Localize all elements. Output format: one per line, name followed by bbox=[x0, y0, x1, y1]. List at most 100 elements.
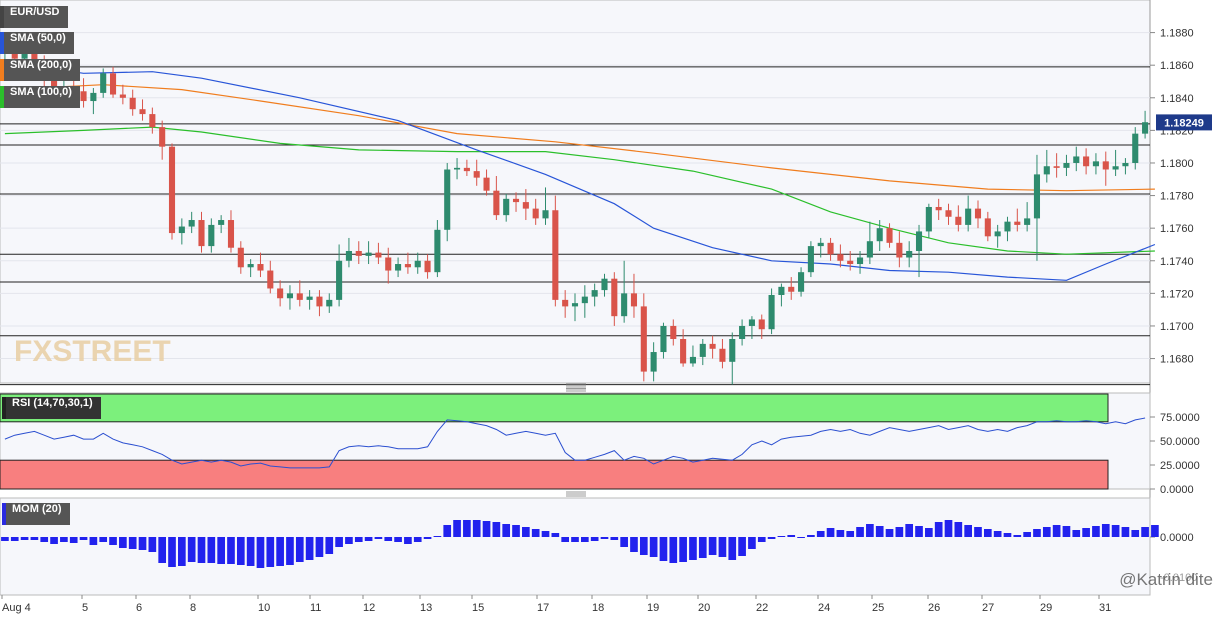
candle-body bbox=[306, 296, 313, 300]
sma50-label[interactable]: SMA (50,0) bbox=[0, 32, 74, 54]
candle-body bbox=[906, 250, 913, 258]
candle-body bbox=[365, 252, 372, 256]
mom-bar bbox=[580, 537, 589, 542]
mom-bar bbox=[158, 537, 167, 563]
mom-bar bbox=[1151, 525, 1159, 537]
sma100-swatch bbox=[0, 86, 4, 108]
mom-bar bbox=[669, 537, 678, 563]
mom-bar bbox=[413, 537, 422, 542]
candle-body bbox=[748, 319, 755, 326]
candle-body bbox=[955, 216, 962, 225]
mom-bar bbox=[217, 537, 225, 564]
candle-body bbox=[758, 319, 765, 330]
candle-body bbox=[837, 254, 844, 261]
rsi-tick-label: 75.0000 bbox=[1160, 412, 1200, 424]
mom-bar bbox=[463, 520, 471, 537]
rsi-label[interactable]: RSI (14,70,30,1) bbox=[2, 397, 101, 419]
mom-bar bbox=[1131, 530, 1140, 537]
candle-body bbox=[355, 250, 362, 256]
mom-bar bbox=[1042, 527, 1051, 537]
mom-bar bbox=[767, 537, 776, 539]
mom-label[interactable]: MOM (20) bbox=[2, 503, 70, 525]
candle-body bbox=[1122, 162, 1129, 167]
candle-body bbox=[739, 325, 746, 339]
candle-body bbox=[512, 198, 520, 203]
rsi-overbought-zone bbox=[0, 393, 1109, 423]
mom-bar bbox=[1111, 525, 1120, 537]
mom-bar bbox=[354, 537, 363, 542]
mom-bar bbox=[1121, 527, 1130, 537]
mom-bar bbox=[748, 537, 756, 549]
candle-body bbox=[247, 264, 254, 268]
mom-bar bbox=[866, 524, 874, 537]
mom-bar bbox=[787, 535, 796, 537]
mom-bar bbox=[187, 537, 196, 562]
mom-bar bbox=[207, 537, 216, 563]
mom-bar bbox=[236, 537, 245, 565]
time-tick-label: 29 bbox=[1040, 602, 1052, 614]
mom-bar bbox=[384, 537, 393, 541]
mom-bar bbox=[846, 531, 855, 537]
mom-bar bbox=[993, 531, 1002, 537]
mom-bar bbox=[119, 537, 127, 548]
mom-bar bbox=[836, 530, 845, 537]
candle-body bbox=[345, 250, 352, 261]
candle-body bbox=[866, 241, 873, 258]
candle-body bbox=[886, 228, 893, 243]
mom-bar bbox=[777, 536, 786, 537]
candle-body bbox=[198, 220, 205, 247]
mom-bar bbox=[315, 537, 324, 557]
candle-body bbox=[218, 220, 225, 225]
mom-bar bbox=[856, 527, 864, 537]
mom-bar bbox=[404, 537, 412, 544]
mom-bar bbox=[600, 537, 609, 539]
sma200-line bbox=[4, 84, 1155, 192]
candle-body bbox=[227, 220, 235, 248]
mom-bar bbox=[128, 537, 137, 549]
symbol-label[interactable]: EUR/USD bbox=[0, 6, 68, 28]
sma200-label[interactable]: SMA (200,0) bbox=[0, 59, 80, 81]
mom-bar bbox=[679, 537, 687, 562]
candle-body bbox=[316, 296, 323, 307]
mom-bar bbox=[168, 537, 176, 567]
mom-bar bbox=[531, 529, 540, 537]
mom-bar bbox=[295, 537, 304, 562]
sma100-label[interactable]: SMA (100,0) bbox=[0, 86, 80, 108]
mom-bar bbox=[286, 537, 294, 565]
mom-bar bbox=[10, 537, 19, 541]
mom-bar bbox=[905, 524, 914, 537]
candle-body bbox=[1092, 161, 1099, 167]
price-tick-label: 1.1800 bbox=[1160, 158, 1194, 170]
mom-bar bbox=[482, 521, 491, 537]
mom-bar bbox=[1052, 525, 1061, 537]
rsi-tick-label: 25.0000 bbox=[1160, 460, 1200, 472]
candle-body bbox=[611, 278, 618, 317]
mom-bar bbox=[305, 537, 314, 560]
candle-body bbox=[208, 224, 215, 247]
candle-body bbox=[1112, 166, 1119, 170]
time-tick-label: 25 bbox=[872, 602, 884, 614]
mom-bar bbox=[89, 537, 98, 545]
mom-bar bbox=[256, 537, 265, 568]
mom-bar bbox=[630, 537, 638, 552]
time-tick-label: 13 bbox=[420, 602, 432, 614]
candle-body bbox=[483, 177, 490, 191]
candle-body bbox=[768, 294, 775, 330]
author-watermark: @Katrin dite bbox=[1119, 570, 1213, 589]
mom-bar bbox=[1062, 526, 1071, 537]
mom-bar bbox=[728, 537, 737, 560]
rsi-oversold-zone bbox=[0, 459, 1109, 490]
candle-body bbox=[571, 303, 579, 307]
mom-bar bbox=[266, 537, 275, 567]
candle-body bbox=[336, 260, 343, 300]
mom-bar bbox=[590, 537, 599, 541]
mom-bar bbox=[1003, 533, 1012, 537]
candle-body bbox=[915, 231, 923, 251]
candle-body bbox=[984, 218, 991, 237]
candle-body bbox=[257, 264, 264, 271]
candle-body bbox=[159, 127, 166, 147]
mom-bar bbox=[178, 537, 186, 566]
candle-body bbox=[414, 260, 421, 268]
time-tick-label: 20 bbox=[698, 602, 710, 614]
candle-body bbox=[188, 220, 195, 227]
